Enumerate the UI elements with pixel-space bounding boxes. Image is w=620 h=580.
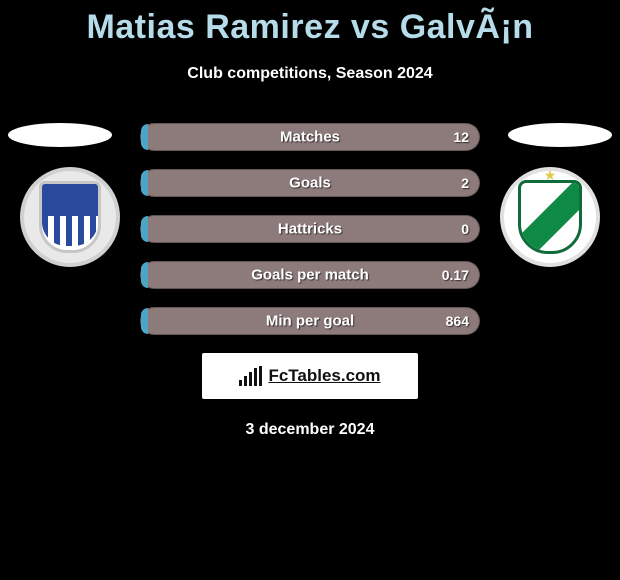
footer-date: 3 december 2024: [0, 421, 620, 439]
stat-label: Min per goal: [266, 313, 354, 330]
shield-icon: [518, 180, 582, 254]
page-subtitle: Club competitions, Season 2024: [0, 65, 620, 83]
player-right-marker: [508, 123, 612, 147]
stat-row-min-per-goal: Min per goal 864: [140, 307, 480, 335]
stats-column: Matches 12 Goals 2 Hattricks 0 Goals per…: [140, 123, 480, 335]
stat-label: Matches: [280, 129, 340, 146]
stat-row-goals: Goals 2: [140, 169, 480, 197]
stat-label: Goals: [289, 175, 331, 192]
player-left-marker: [8, 123, 112, 147]
shield-icon: [39, 181, 101, 253]
banfield-badge: ★: [500, 167, 600, 267]
stat-row-hattricks: Hattricks 0: [140, 215, 480, 243]
stat-fill-left: [141, 262, 148, 288]
stat-value-right: 864: [446, 313, 469, 329]
godoy-cruz-badge: [20, 167, 120, 267]
comparison-area: ★ Matches 12 Goals 2 Hattricks 0 Goals: [0, 123, 620, 335]
stat-fill-left: [141, 124, 148, 150]
logo-text: FcTables.com: [268, 366, 380, 386]
stat-value-right: 0: [461, 221, 469, 237]
page-title: Matias Ramirez vs GalvÃ¡n: [0, 0, 620, 47]
stat-label: Hattricks: [278, 221, 342, 238]
stat-label: Goals per match: [251, 267, 369, 284]
stat-value-right: 0.17: [442, 267, 469, 283]
diagonal-stripe-icon: [518, 180, 582, 254]
stripes-icon: [42, 216, 98, 246]
stat-fill-left: [141, 308, 148, 334]
stat-row-goals-per-match: Goals per match 0.17: [140, 261, 480, 289]
fctables-logo-link[interactable]: FcTables.com: [202, 353, 418, 399]
stat-row-matches: Matches 12: [140, 123, 480, 151]
stat-fill-left: [141, 216, 148, 242]
bar-chart-icon: [239, 366, 262, 386]
stat-value-right: 2: [461, 175, 469, 191]
stat-fill-left: [141, 170, 148, 196]
stat-value-right: 12: [453, 129, 469, 145]
